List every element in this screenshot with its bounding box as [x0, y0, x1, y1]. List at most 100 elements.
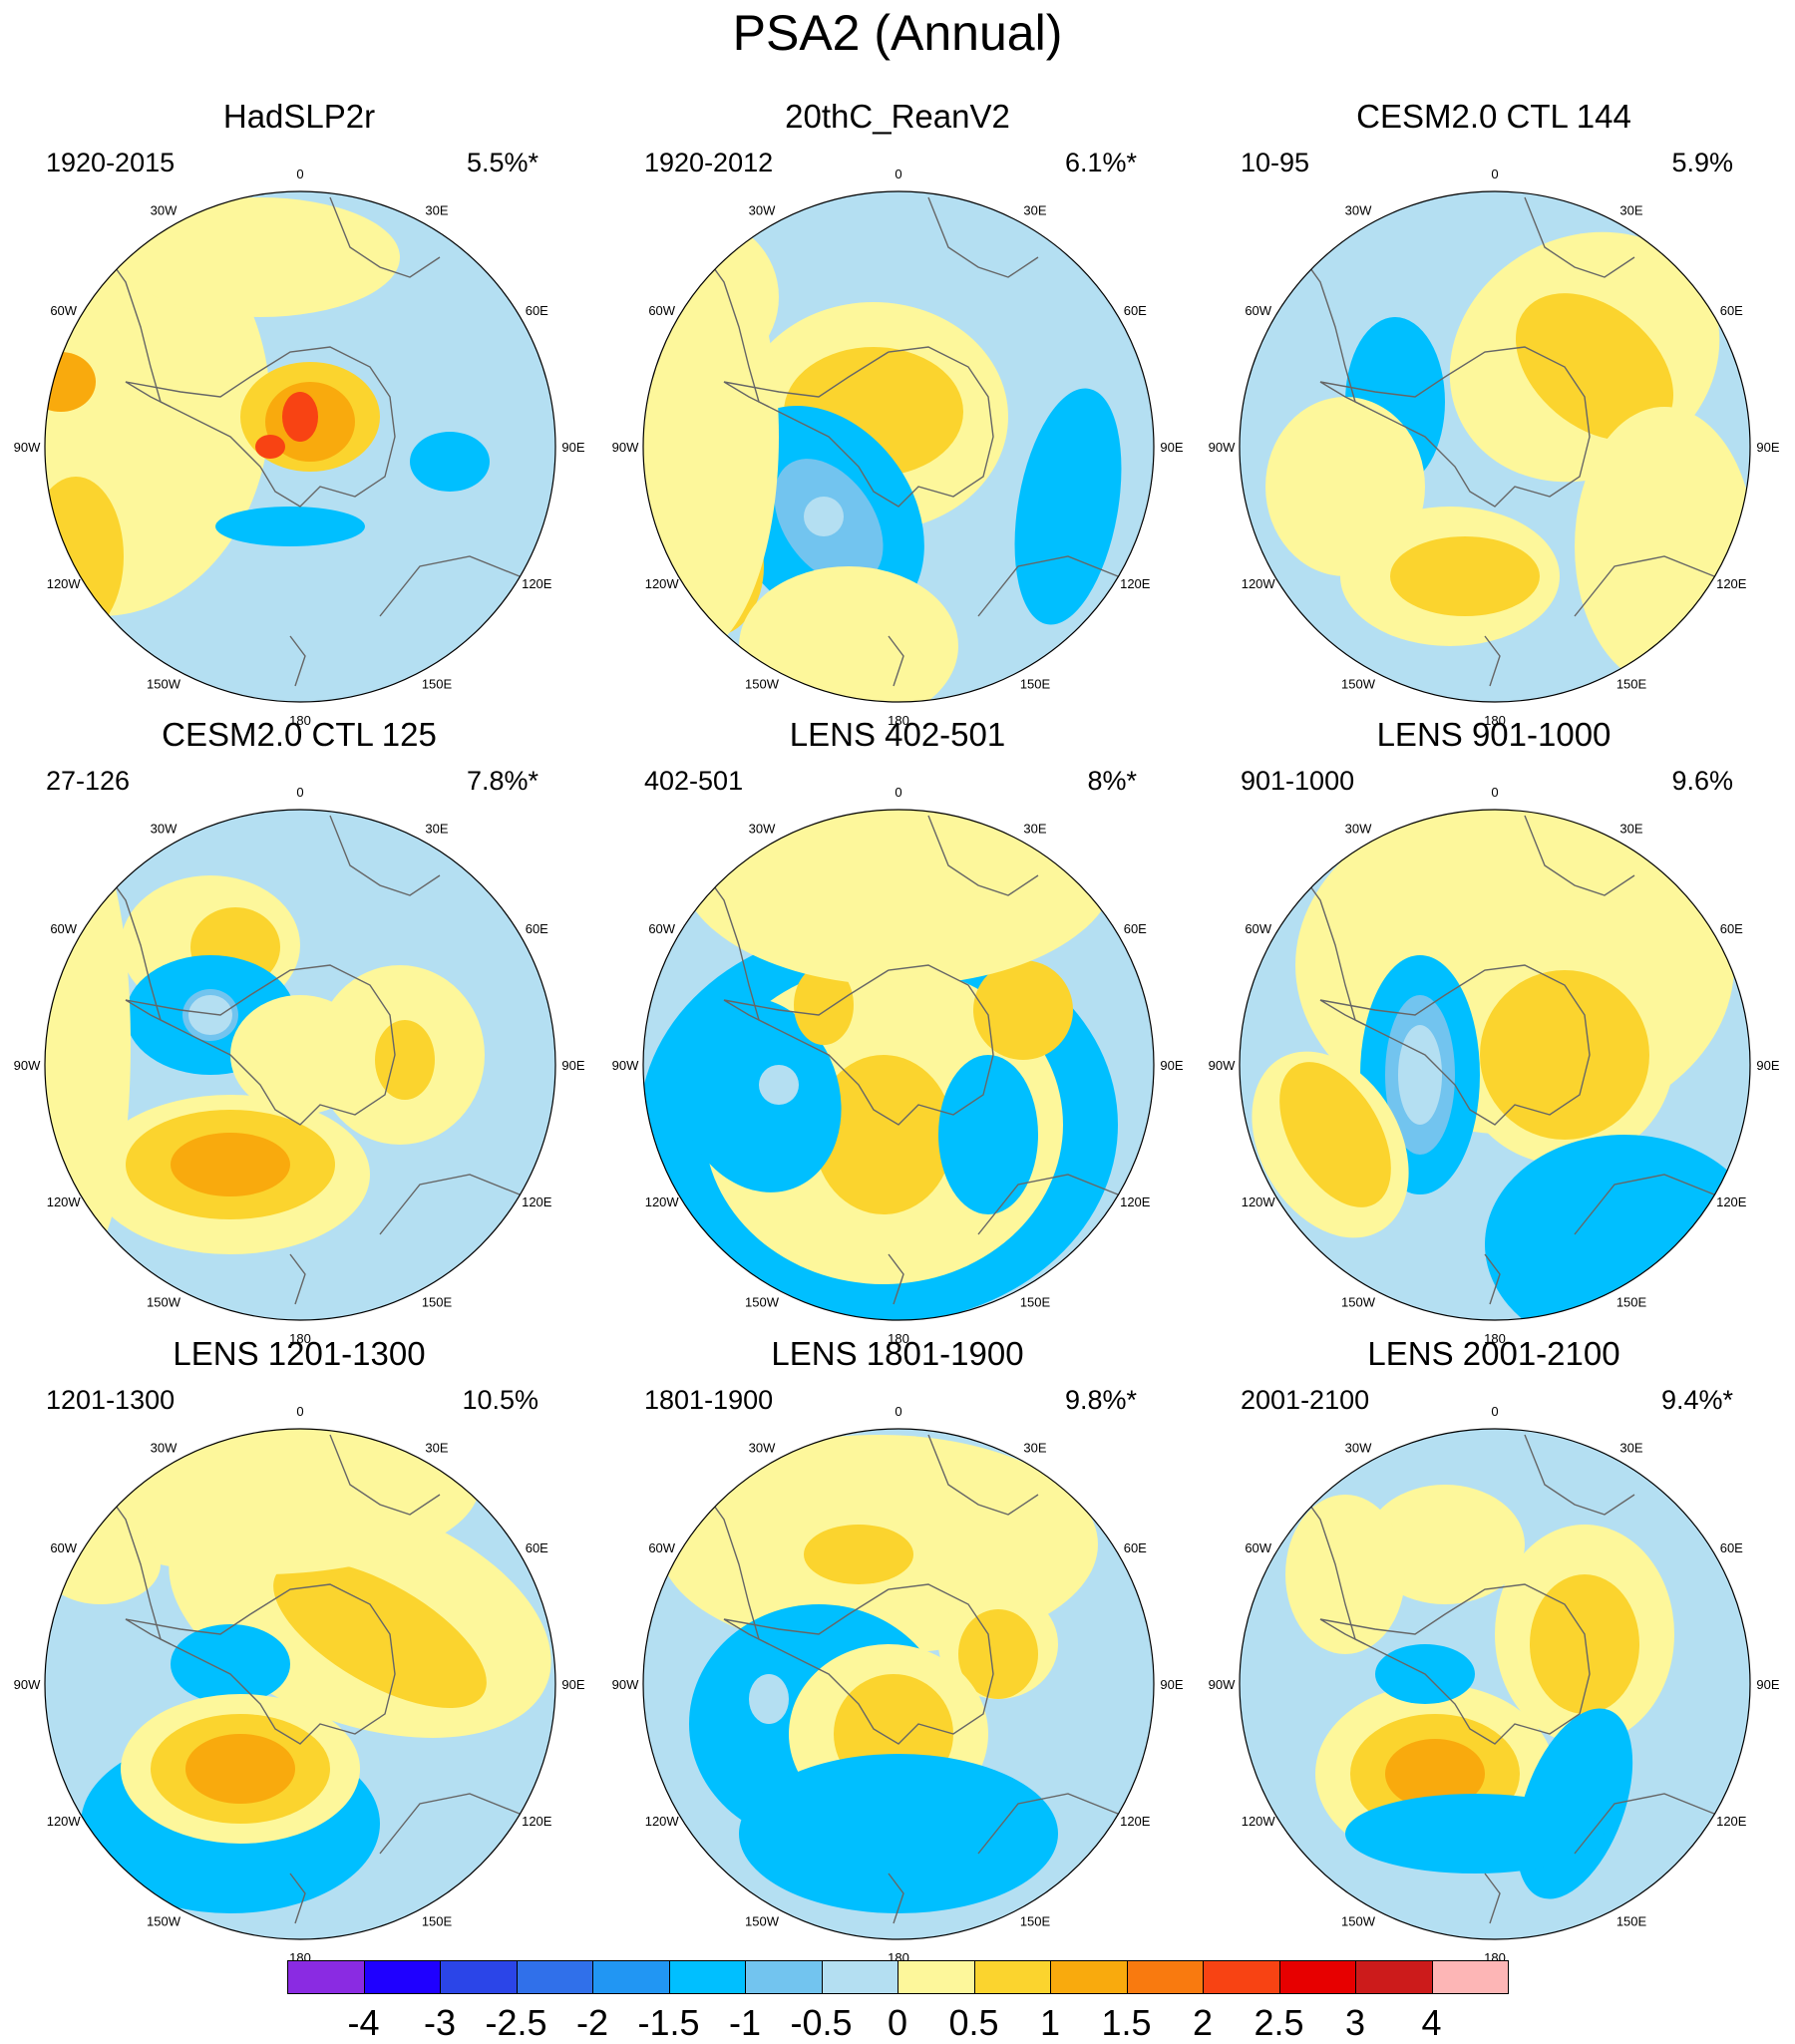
anomaly-contour [749, 1674, 789, 1724]
longitude-label: 150E [1616, 676, 1647, 691]
anomaly-contour [255, 435, 285, 459]
colorbar-cell [1355, 1960, 1433, 1994]
map-panel: HadSLP2r 1920-2015 5.5%* 0 30E 60E 90E 120E 150E… [0, 98, 598, 728]
panel-variance: 5.9% [1671, 148, 1733, 177]
africa-coastline [1524, 815, 1635, 896]
anomaly-contour [1014, 388, 1122, 625]
longitude-label: 90E [1756, 440, 1779, 455]
map-panel: LENS 2001-2100 2001-2100 9.4%* 0 30E 60E 90E 12… [1195, 1335, 1793, 1965]
longitude-label: 180 [289, 713, 311, 728]
panel-title: LENS 1801-1900 [771, 1335, 1024, 1372]
antarctica-coastline [1319, 346, 1591, 508]
anomaly-contour [230, 995, 370, 1115]
colorbar-cell [592, 1960, 670, 1994]
anomaly-contour [804, 1525, 913, 1584]
longitude-label: 180 [1484, 713, 1506, 728]
colorbar-cell [516, 1960, 593, 1994]
longitude-label: 120W [1242, 1814, 1276, 1829]
longitude-label: 60W [1245, 303, 1271, 318]
map-panel: LENS 1201-1300 1201-1300 10.5% 0 30E 60E 90E 12… [0, 1335, 598, 1965]
longitude-label: 0 [1491, 167, 1498, 181]
colorbar-cell [745, 1960, 823, 1994]
panel-period: 901-1000 [1241, 766, 1355, 796]
anomaly-contour [676, 997, 842, 1192]
longitude-label: 0 [895, 1404, 901, 1419]
longitude-label: 30E [425, 203, 448, 218]
panel-period: 1920-2015 [46, 148, 176, 177]
longitude-label: 0 [296, 1404, 303, 1419]
anomaly-contour [679, 810, 1118, 985]
panel-variance: 6.1%* [1064, 148, 1137, 177]
map-border [642, 190, 1155, 703]
longitude-label: 30E [1023, 1441, 1046, 1456]
longitude-label: 90W [1209, 1058, 1236, 1073]
longitude-label: 60E [526, 1540, 548, 1555]
longitude-label: 120W [645, 576, 680, 591]
panel-period: 10-95 [1241, 148, 1310, 177]
panel-title: CESM2.0 CTL 144 [1356, 98, 1631, 135]
africa-coastline [927, 815, 1039, 896]
anomaly-contour [1398, 1025, 1442, 1125]
longitude-label: 90E [1160, 1677, 1183, 1692]
panel-variance: 9.4%* [1660, 1385, 1733, 1415]
longitude-label: 0 [296, 167, 303, 181]
longitude-label: 90E [1160, 440, 1183, 455]
map-border [1239, 1428, 1751, 1940]
panel-period: 27-126 [46, 766, 131, 796]
anomaly-contour [1530, 1574, 1639, 1714]
longitude-label: 180 [888, 713, 909, 728]
longitude-label: 60W [1245, 1540, 1271, 1555]
panel-title: LENS 402-501 [789, 716, 1006, 753]
map-border [1239, 809, 1751, 1321]
colorbar-tick-label: 0.5 [948, 2002, 999, 2043]
anomaly-contour [282, 392, 318, 442]
longitude-label: 90E [561, 440, 584, 455]
longitude-label: 60E [1720, 303, 1743, 318]
anomaly-contour [1390, 536, 1540, 616]
anomaly-contour [759, 1065, 799, 1105]
colorbar-tick-label: 1 [1039, 2002, 1061, 2043]
map-panel: CESM2.0 CTL 125 27-126 7.8%* 0 30E 60E 90E 120E… [0, 716, 598, 1346]
longitude-label: 30E [1023, 203, 1046, 218]
colorbar-cell [821, 1960, 898, 1994]
longitude-label: 120W [47, 1814, 82, 1829]
longitude-label: 150W [147, 1294, 181, 1309]
anomaly-contour [1265, 397, 1425, 576]
colorbar-tick-label: 3 [1344, 2002, 1366, 2043]
longitude-label: 150E [422, 1294, 453, 1309]
africa-coastline [1524, 196, 1635, 278]
longitude-label: 120E [1120, 1194, 1151, 1209]
antarctica-coastline [1319, 1583, 1591, 1745]
longitude-label: 150E [1616, 1913, 1647, 1928]
panel-period: 1201-1300 [46, 1385, 176, 1415]
longitude-label: 150W [745, 1913, 780, 1928]
longitude-label: 60E [1124, 1540, 1147, 1555]
longitude-label: 30E [1619, 1441, 1642, 1456]
longitude-label: 90W [14, 1677, 41, 1692]
longitude-label: 180 [1484, 1331, 1506, 1346]
anomaly-contour [1516, 293, 1673, 441]
longitude-label: 90E [1160, 1058, 1183, 1073]
colorbar-cell [1050, 1960, 1128, 1994]
map-panel: LENS 402-501 402-501 8%* 0 30E 60E 90E 120E 150E… [598, 716, 1197, 1346]
anomaly-contour [45, 352, 96, 412]
new-zealand-coastline [888, 1253, 904, 1305]
panel-title: 20thC_ReanV2 [785, 98, 1010, 135]
africa-coastline [329, 196, 441, 278]
longitude-label: 30E [425, 1441, 448, 1456]
panel-title: LENS 1201-1300 [173, 1335, 426, 1372]
colorbar-tick-label: -2.5 [485, 2002, 547, 2043]
africa-coastline [329, 1434, 441, 1516]
anomaly-contour [958, 1609, 1038, 1699]
longitude-label: 60E [1124, 303, 1147, 318]
longitude-label: 120W [1242, 576, 1276, 591]
longitude-label: 30E [1619, 203, 1642, 218]
colorbar-cell [1431, 1960, 1509, 1994]
colorbar-tick-label: -1 [728, 2002, 762, 2043]
longitude-label: 60W [648, 303, 675, 318]
colorbar-tick-label: -1.5 [637, 2002, 700, 2043]
longitude-label: 90W [14, 440, 41, 455]
new-zealand-coastline [289, 635, 306, 687]
